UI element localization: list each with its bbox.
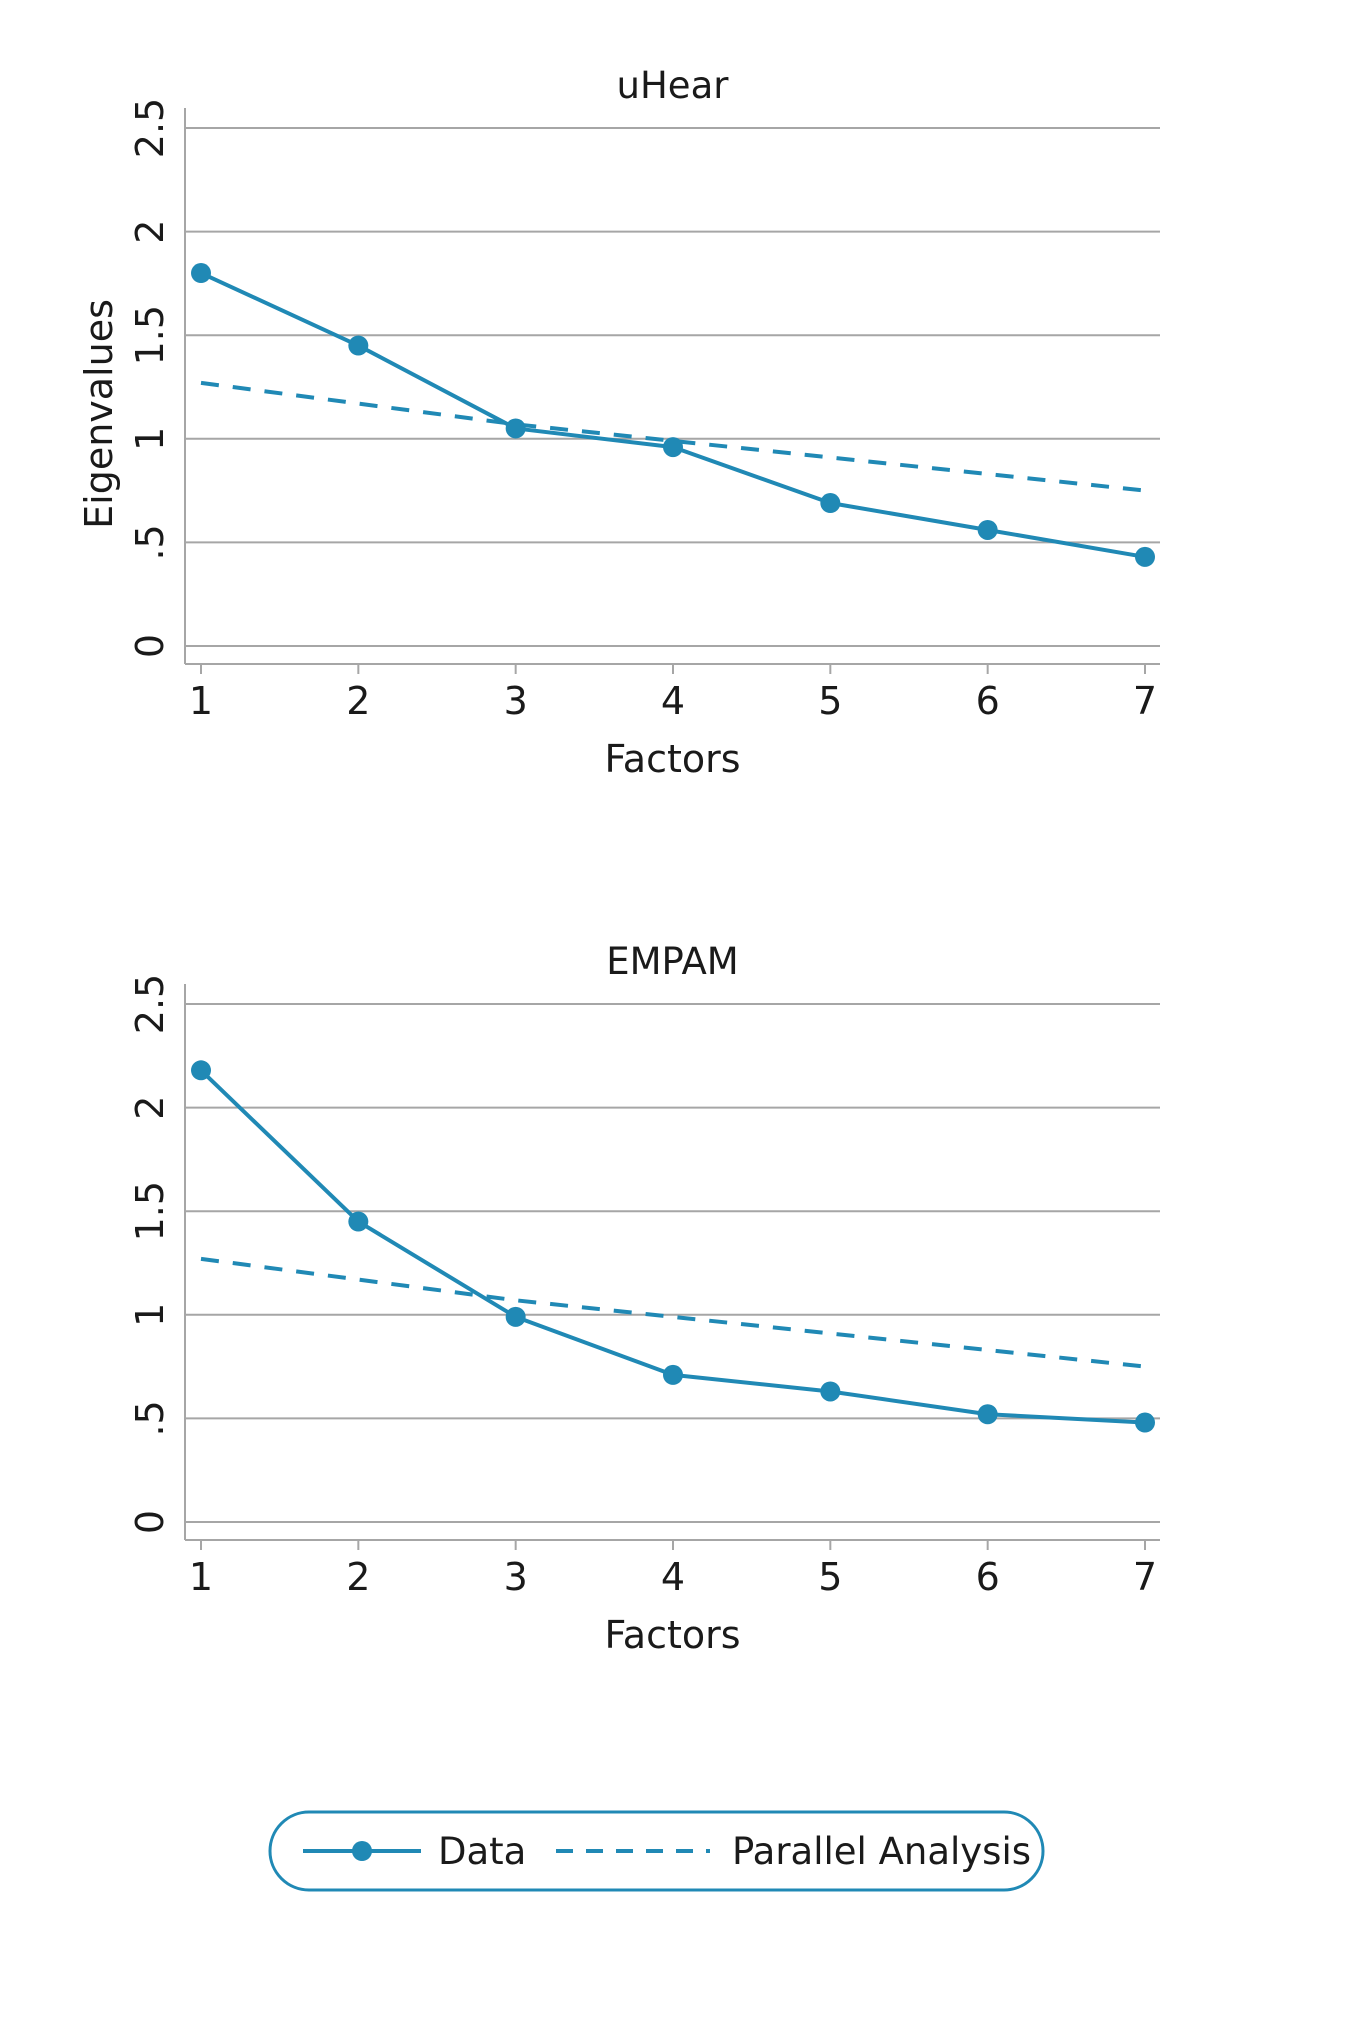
chart-panel-2: 0 .5 1 1.5 2 2.5 1 2 3 4 5 6 7 EMPAM Factors bbox=[128, 940, 1160, 1657]
x-tick-label: 1 bbox=[189, 1555, 213, 1599]
y-tick-label: 0 bbox=[128, 634, 172, 658]
y-tick-label: .5 bbox=[128, 524, 172, 560]
series-line-parallel-analysis bbox=[200, 380, 1146, 493]
x-tick-label: 2 bbox=[346, 1555, 370, 1599]
x-axis-label: Factors bbox=[604, 737, 740, 781]
y-tick-label: .5 bbox=[128, 1400, 172, 1436]
x-tick-label: 3 bbox=[504, 679, 528, 723]
data-point bbox=[820, 493, 841, 514]
data-point bbox=[663, 1364, 683, 1385]
x-tick-label: 2 bbox=[346, 679, 370, 723]
x-axis-label: Factors bbox=[604, 1613, 740, 1657]
legend-label-parallel-analysis: Parallel Analysis bbox=[732, 1830, 1031, 1873]
legend-frame bbox=[268, 1810, 1045, 1892]
chart-panels: 0.511.522.51 2 3 4 5 6 7uHearFactorsEigenvalue… bbox=[77, 64, 1160, 1657]
data-point bbox=[977, 1404, 998, 1425]
y-tick-label: 2.5 bbox=[128, 974, 172, 1034]
y-tick-label: 1 bbox=[128, 1303, 172, 1327]
legend-data-marker-icon bbox=[352, 1841, 372, 1861]
x-tick-label: 6 bbox=[976, 1555, 1000, 1599]
x-tick-label: 7 bbox=[1133, 1555, 1157, 1599]
legend-label-data: Data bbox=[438, 1830, 526, 1873]
data-point bbox=[505, 1306, 526, 1327]
x-tick-label: 3 bbox=[504, 1555, 528, 1599]
y-tick-label: 1.5 bbox=[128, 1181, 172, 1241]
y-axis-label: Eigenvalues bbox=[77, 299, 121, 529]
data-point bbox=[977, 519, 998, 540]
y-tick-label: 2 bbox=[128, 220, 172, 244]
data-point bbox=[191, 263, 211, 284]
data-point bbox=[1135, 1412, 1155, 1433]
chart-title: EMPAM bbox=[606, 940, 738, 983]
series-line-data bbox=[200, 271, 1146, 559]
x-tick-label: 5 bbox=[818, 679, 842, 723]
chart-title: uHear bbox=[617, 64, 730, 107]
y-tick-label: 2.5 bbox=[128, 98, 172, 158]
legend: Data Parallel Analysis bbox=[268, 1810, 1045, 1892]
data-point bbox=[348, 335, 369, 356]
series-line-parallel-analysis bbox=[200, 1256, 1146, 1369]
y-tick-label: 0 bbox=[128, 1510, 172, 1534]
y-tick-label: 2 bbox=[128, 1096, 172, 1120]
x-tick-label: 5 bbox=[818, 1555, 842, 1599]
x-tick-label: 4 bbox=[661, 679, 685, 723]
x-tick-label: 4 bbox=[661, 1555, 685, 1599]
data-point bbox=[505, 418, 526, 439]
data-point bbox=[1135, 546, 1155, 567]
data-point bbox=[820, 1381, 841, 1402]
x-tick-label: 1 bbox=[189, 679, 213, 723]
x-tick-label: 7 bbox=[1133, 679, 1157, 723]
y-tick-label: 1.5 bbox=[128, 305, 172, 365]
data-point bbox=[348, 1211, 369, 1232]
x-tick-label: 6 bbox=[976, 679, 1000, 723]
y-tick-label: 1 bbox=[128, 427, 172, 451]
data-point bbox=[191, 1060, 211, 1081]
chart-panel-1: 0 .5 1 1.5 2 2.5 1 2 3 4 5 6 7 uHear Factors Eigenvalue… bbox=[77, 64, 1160, 781]
